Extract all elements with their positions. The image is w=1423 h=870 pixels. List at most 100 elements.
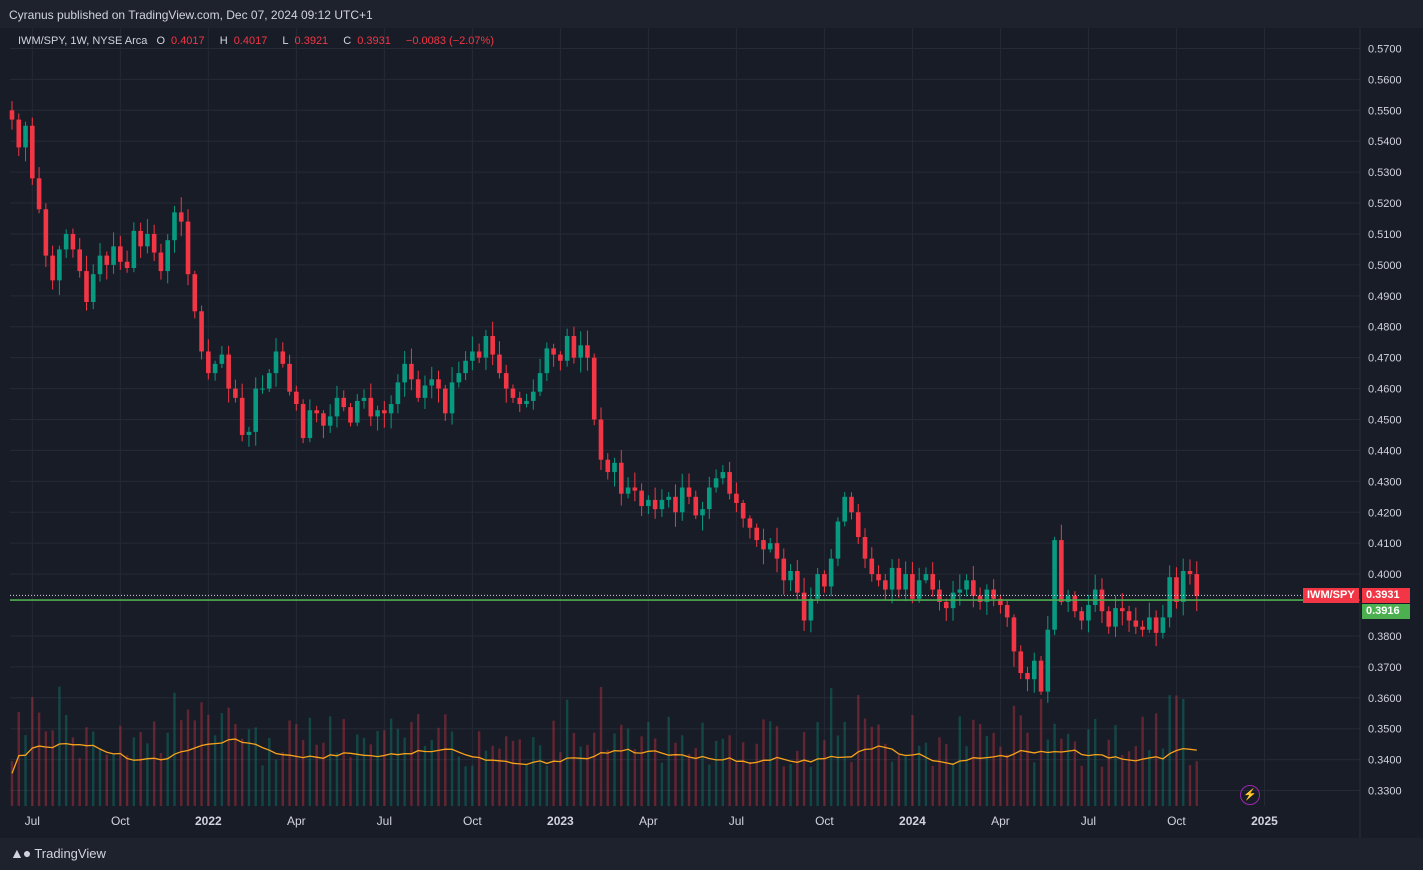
volume-bar (193, 720, 196, 806)
candle-body (9, 110, 15, 120)
volume-bar (1168, 695, 1171, 806)
candle-body (415, 379, 421, 398)
y-tick-label: 0.5100 (1368, 229, 1402, 241)
volume-bar (1033, 762, 1036, 806)
volume-bar (288, 720, 291, 806)
candle-body (1011, 617, 1017, 652)
candle-body (984, 589, 990, 602)
volume-bar (917, 745, 921, 806)
volume-bar (829, 688, 833, 806)
volume-bar (1060, 738, 1063, 806)
volume-bar (146, 743, 149, 806)
volume-bar (850, 761, 853, 806)
candle-body (429, 379, 435, 386)
volume-bar (565, 699, 569, 806)
volume-bar (64, 714, 68, 806)
y-tick-label: 0.5300 (1368, 167, 1402, 179)
chart-area[interactable]: 0.5700 0.5600 0.5500 0.5400 0.5300 0.5200 0.51… (0, 28, 1423, 838)
time-axis[interactable]: Jul Oct 2022 Apr Jul Oct 2023 Apr Jul Oct 2024 Apr J… (25, 814, 1278, 828)
candle-body (300, 404, 306, 439)
lightning-icon[interactable]: ⚡ (1240, 785, 1260, 805)
volume-bar (207, 714, 210, 806)
candle-body (334, 397, 340, 417)
candle-body (90, 274, 96, 303)
y-tick-label: 0.5600 (1368, 74, 1402, 86)
candle-body (591, 357, 597, 420)
volume-bar (342, 719, 345, 806)
volume-bar (1141, 716, 1144, 806)
x-tick-label: Apr (287, 814, 306, 828)
volume-bar (823, 740, 826, 806)
volume-bar (789, 764, 792, 806)
candle-body (361, 397, 367, 401)
footer (0, 838, 1423, 870)
tradingview-mark-icon: ▲● (10, 845, 31, 861)
candle-body (172, 212, 177, 241)
volume-bar (322, 742, 325, 806)
volume-bar (782, 766, 785, 806)
y-tick-label: 0.5700 (1368, 43, 1402, 55)
volume-bar (1114, 725, 1117, 806)
candle-body (1153, 617, 1159, 633)
candle-body (774, 543, 780, 559)
volume-bar (884, 743, 887, 806)
candle-body (503, 373, 509, 389)
volume-bar (775, 726, 779, 806)
volume-bar (1012, 705, 1016, 806)
candle-body (571, 336, 577, 358)
candle-body (761, 540, 766, 550)
candle-body (537, 373, 543, 392)
chart-canvas[interactable]: 0.5700 0.5600 0.5500 0.5400 0.5300 0.5200 0.51… (0, 28, 1423, 838)
volume-bar (85, 727, 88, 806)
candle-body (578, 345, 583, 358)
candle-body (1045, 629, 1051, 692)
candle-body (375, 410, 380, 417)
volume-bar (728, 735, 731, 806)
candle-body (1052, 540, 1057, 630)
candle-body (470, 351, 475, 361)
candle-body (849, 496, 854, 513)
candle-body (57, 249, 62, 281)
volume-bar (166, 732, 169, 806)
volume-bar (545, 765, 549, 806)
candle-body (1167, 577, 1172, 618)
candle-body (1140, 626, 1145, 630)
candle-body (679, 487, 685, 513)
volume-bar (911, 715, 914, 806)
candle-body (327, 416, 333, 426)
candle-body (1038, 660, 1044, 692)
y-tick-label: 0.4300 (1368, 476, 1402, 488)
volume-bar (261, 765, 264, 806)
candle-body (869, 558, 875, 575)
volume-bar (762, 719, 765, 806)
volume-bar (681, 735, 684, 806)
y-tick-label: 0.3600 (1368, 693, 1402, 705)
price-axis[interactable]: 0.5700 0.5600 0.5500 0.5400 0.5300 0.5200 0.51… (1359, 28, 1402, 838)
volume-bar (125, 755, 129, 806)
tradingview-logo[interactable]: ▲● TradingView (10, 845, 106, 861)
volume-bar (626, 728, 630, 806)
candle-body (923, 574, 929, 581)
volume-bar (362, 737, 366, 806)
volume-bar (985, 735, 989, 806)
volume-bar (1066, 733, 1070, 806)
candle-body (50, 255, 55, 281)
volume-bar (694, 748, 697, 806)
x-tick-label: Jul (1081, 814, 1096, 828)
candle-body (449, 382, 455, 414)
candle-body (835, 521, 841, 559)
volume-bar (951, 762, 955, 806)
candle-body (964, 580, 969, 590)
volume-bar (667, 716, 670, 806)
volume-bar (220, 713, 224, 806)
candle-body (273, 351, 279, 374)
volume-bar (44, 731, 48, 806)
volume-bar (674, 742, 677, 806)
close-label: C 0.3931 (343, 35, 391, 47)
candle-body (510, 388, 516, 398)
candle-body (754, 527, 759, 541)
y-tick-label: 0.4700 (1368, 353, 1402, 365)
volume-bar (119, 725, 122, 806)
candle-body (1160, 617, 1166, 633)
volume-bar (105, 754, 108, 806)
